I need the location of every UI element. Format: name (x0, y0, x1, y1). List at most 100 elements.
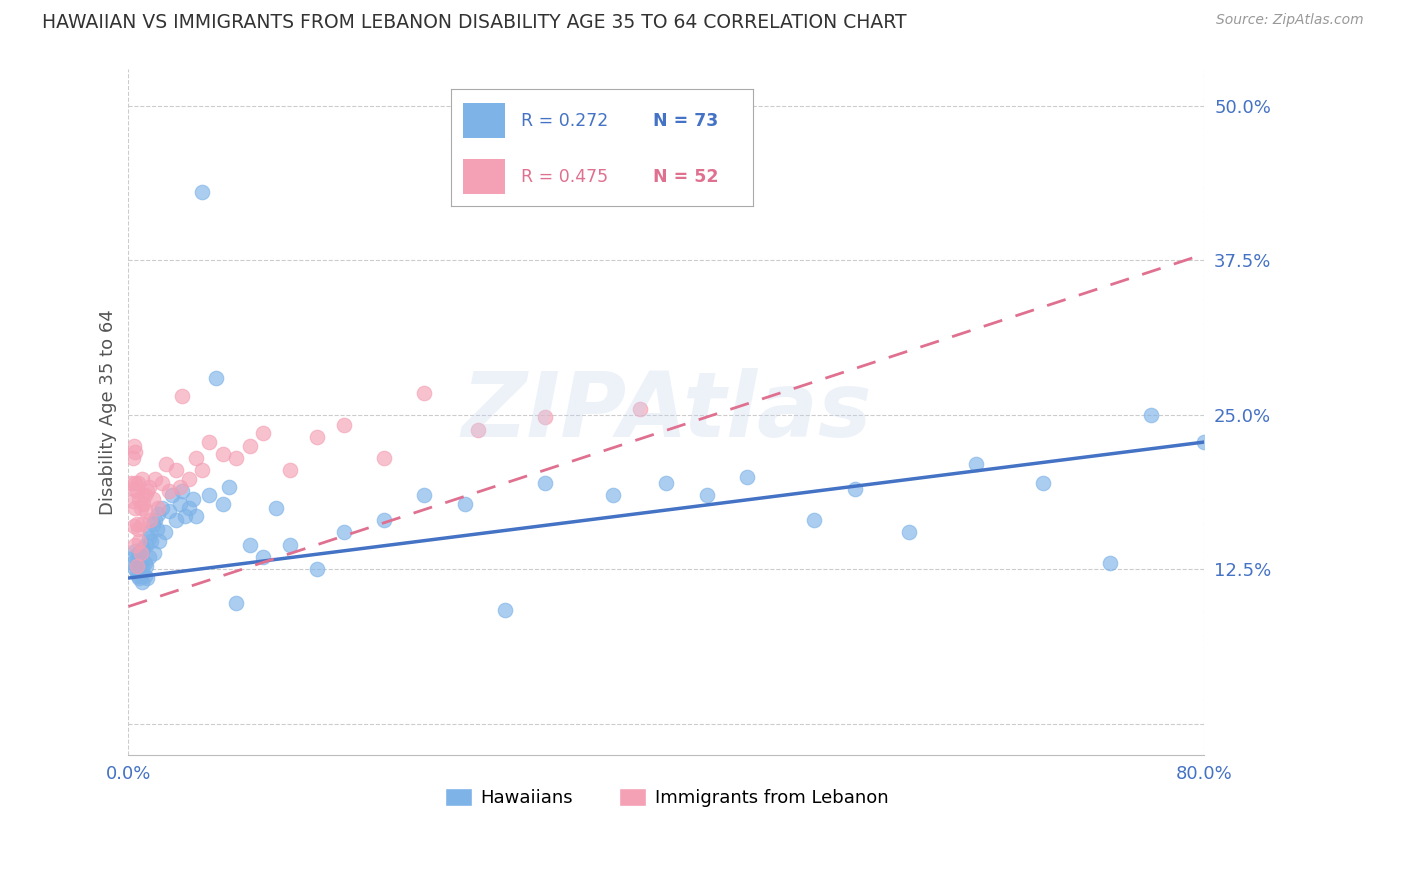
Point (145, 513, 167, 527)
Point (165, 513, 187, 527)
Point (131, 544, 153, 558)
Point (125, 558, 148, 573)
Point (177, 500, 200, 515)
Point (225, 451, 247, 466)
Point (897, 525, 920, 540)
Point (121, 451, 143, 466)
Point (696, 488, 718, 502)
Point (803, 513, 825, 527)
Point (172, 484, 194, 499)
Point (135, 504, 157, 518)
Point (132, 497, 155, 511)
Point (278, 538, 301, 552)
Point (148, 533, 170, 548)
Point (128, 533, 150, 548)
Point (121, 556, 143, 570)
Point (305, 562, 328, 576)
Y-axis label: Disability Age 35 to 64: Disability Age 35 to 64 (100, 309, 117, 515)
Point (128, 549, 150, 564)
Point (965, 457, 987, 471)
Point (143, 546, 166, 560)
Point (136, 571, 159, 585)
Point (373, 513, 395, 527)
Point (1139, 408, 1161, 422)
Point (124, 538, 146, 552)
Point (131, 516, 153, 531)
Point (153, 525, 176, 540)
Point (141, 533, 163, 548)
Point (150, 475, 173, 490)
Point (125, 558, 148, 573)
Point (454, 497, 477, 511)
Point (122, 519, 145, 533)
Point (131, 472, 153, 486)
Point (129, 500, 152, 515)
Point (127, 475, 149, 490)
Point (602, 488, 624, 502)
Point (132, 541, 155, 556)
Point (172, 389, 194, 403)
Point (184, 451, 207, 466)
Point (1194, 435, 1216, 450)
Point (124, 500, 146, 515)
Point (125, 566, 148, 580)
Point (238, 439, 260, 453)
Point (128, 571, 150, 585)
Legend: Hawaiians, Immigrants from Lebanon: Hawaiians, Immigrants from Lebanon (437, 780, 896, 814)
Point (129, 568, 152, 582)
Point (184, 509, 207, 524)
Point (146, 500, 169, 515)
Point (332, 525, 354, 540)
Point (134, 488, 156, 502)
Point (125, 516, 148, 531)
Point (373, 451, 395, 466)
Point (494, 603, 516, 617)
Point (252, 549, 274, 564)
Point (735, 469, 758, 483)
Point (135, 558, 157, 573)
Point (1099, 556, 1122, 570)
Point (157, 484, 180, 499)
Point (165, 463, 187, 477)
Point (252, 426, 274, 441)
Point (413, 385, 436, 400)
Point (124, 445, 146, 459)
Point (655, 475, 678, 490)
Point (120, 475, 142, 490)
Point (138, 549, 160, 564)
Point (134, 568, 156, 582)
Point (205, 370, 228, 384)
Point (467, 423, 489, 437)
Point (122, 439, 145, 453)
Point (139, 525, 162, 540)
Point (628, 401, 651, 416)
Point (122, 482, 145, 496)
Point (129, 546, 152, 560)
Point (127, 568, 149, 582)
Point (160, 488, 183, 502)
Point (131, 574, 153, 589)
Point (169, 497, 191, 511)
Point (177, 472, 200, 486)
Point (142, 516, 165, 531)
Text: ZIPAtlas: ZIPAtlas (461, 368, 872, 456)
Point (124, 544, 146, 558)
Point (127, 546, 149, 560)
Point (266, 500, 288, 515)
Point (211, 497, 233, 511)
Point (169, 479, 191, 493)
Point (1032, 475, 1054, 490)
Point (198, 435, 221, 450)
Point (174, 509, 197, 524)
Point (134, 556, 156, 570)
Point (413, 488, 436, 502)
Point (138, 532, 160, 546)
Point (534, 410, 557, 425)
Point (844, 482, 866, 496)
Point (135, 538, 157, 552)
Point (142, 491, 165, 506)
Point (138, 479, 160, 493)
Point (124, 562, 146, 576)
Point (136, 484, 159, 499)
Point (128, 562, 150, 576)
